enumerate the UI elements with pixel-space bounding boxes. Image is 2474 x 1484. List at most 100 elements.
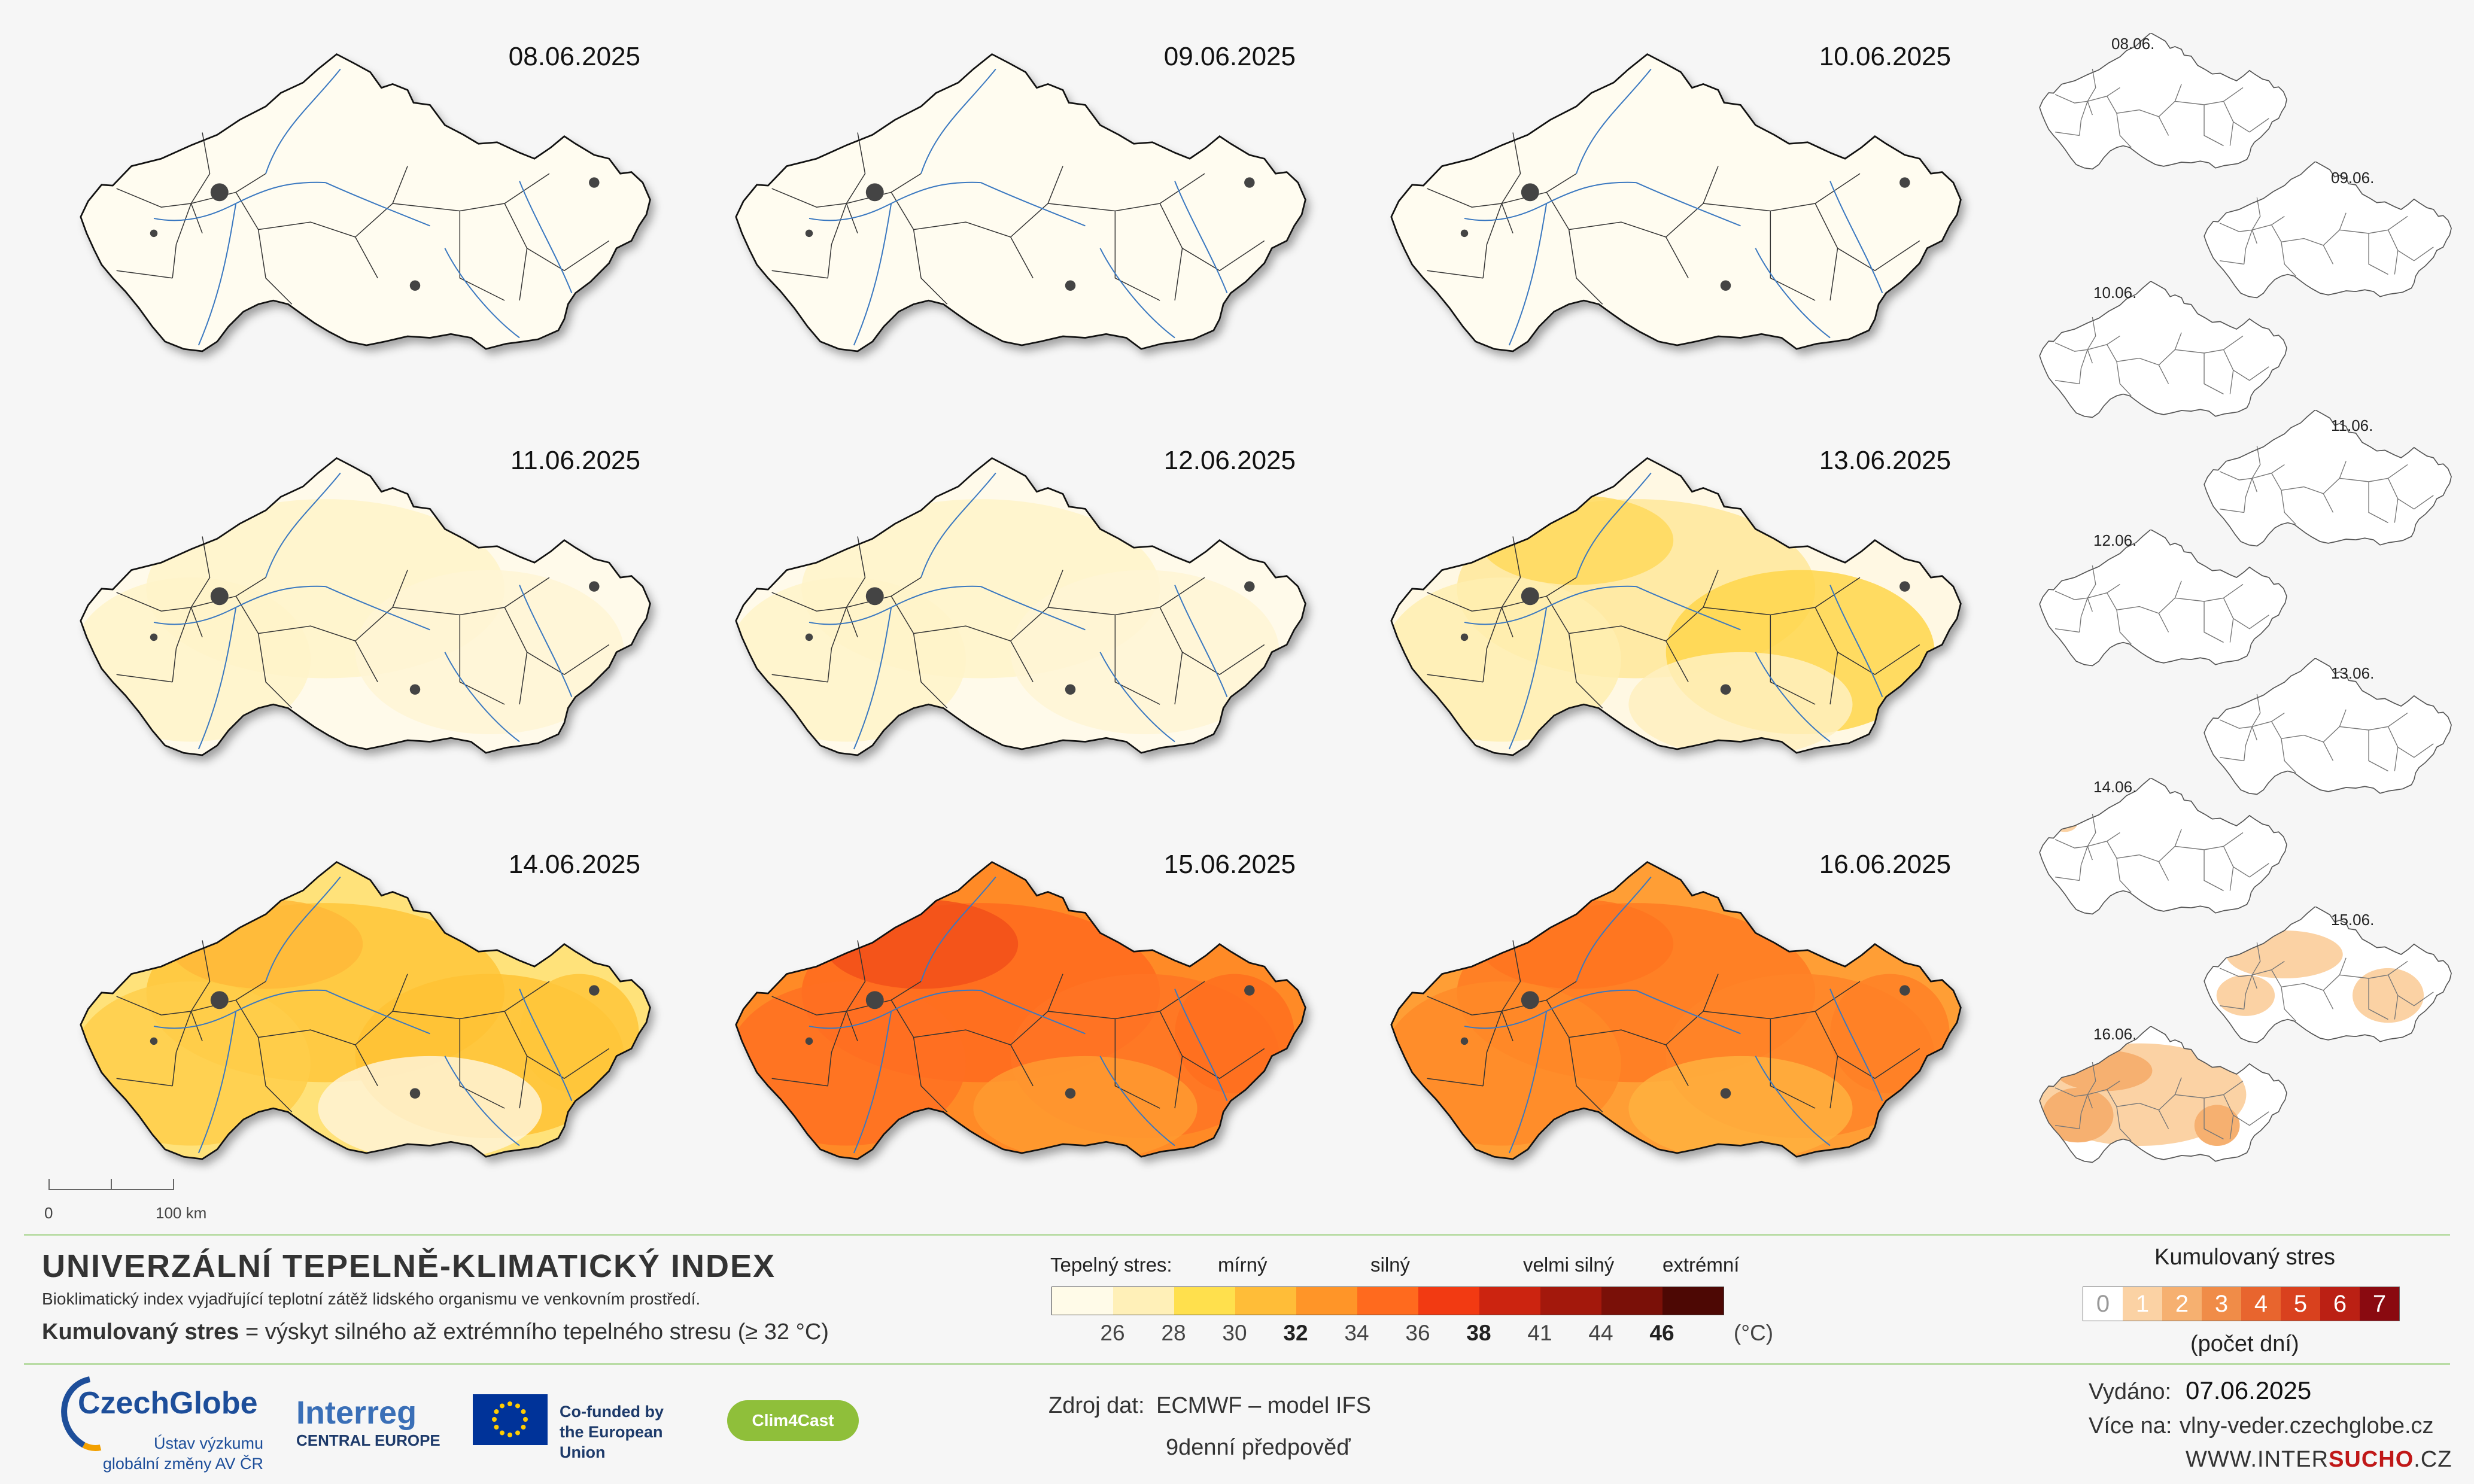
map-date: 08.06.2025 [508, 42, 640, 71]
mini-map-date: 15.06. [2331, 911, 2375, 929]
legend-tick: 34 [1344, 1321, 1369, 1345]
mini-map-5 [2023, 528, 2298, 673]
cumulative-swatch: 1 [2123, 1287, 2162, 1321]
map-date: 15.06.2025 [1163, 850, 1296, 879]
forecast-map-8: 15.06.2025 [682, 826, 1332, 1197]
page-subtitle: Bioklimatický index vyjadřující teplotní… [42, 1290, 701, 1308]
map-date: 14.06.2025 [508, 850, 640, 879]
clim4cast-logo: Clim4Cast [727, 1400, 859, 1441]
map-date: 13.06.2025 [1819, 446, 1951, 475]
legend-swatch [1601, 1287, 1662, 1315]
scale-bar: 0 100 km [42, 1142, 233, 1224]
mini-map-date: 08.06. [2111, 35, 2155, 53]
legend-tick: 26 [1100, 1321, 1125, 1345]
divider-top [24, 1234, 2450, 1236]
map-date: 16.06.2025 [1819, 850, 1951, 879]
interreg-logo: Interreg CENTRAL EUROPE [296, 1395, 440, 1449]
legend-swatch [1052, 1287, 1113, 1315]
scale-km: 100 km [156, 1204, 207, 1222]
mini-map-date: 09.06. [2331, 169, 2375, 187]
legend-swatch [1113, 1287, 1174, 1315]
czech-map-svg [735, 457, 1306, 756]
czechglobe-logo: CzechGlobe Ústav výzkumu globální změny A… [48, 1373, 263, 1478]
cumulative-swatch: 3 [2202, 1287, 2241, 1321]
legend-swatch [1540, 1287, 1601, 1315]
cumulative-legend-unit: (počet dní) [2190, 1331, 2299, 1357]
forecast-map-6: 13.06.2025 [1338, 422, 1987, 793]
legend-cat-very-strong: velmi silný [1523, 1254, 1615, 1276]
cumulative-description: Kumulovaný stres = výskyt silného až ext… [42, 1319, 829, 1345]
forecast-map-7: 14.06.2025 [27, 826, 676, 1197]
czech-map-svg [735, 860, 1306, 1160]
divider-bottom [24, 1363, 2450, 1365]
czech-map-svg [1390, 457, 1962, 756]
issued-label: Vydáno: [2089, 1379, 2172, 1404]
cumulative-swatch: 0 [2083, 1287, 2123, 1321]
mini-map-3 [2023, 280, 2298, 425]
legend-cat-mild: mírný [1218, 1254, 1268, 1276]
source-label: Zdroj dat: [1048, 1393, 1145, 1418]
mini-map-date: 13.06. [2331, 664, 2375, 682]
forecast-map-5: 12.06.2025 [682, 422, 1332, 793]
mini-map-8 [2187, 905, 2463, 1050]
legend-tick: 36 [1405, 1321, 1430, 1345]
czech-map-svg [1390, 860, 1962, 1160]
mini-map-date: 10.06. [2093, 284, 2137, 302]
page-title: UNIVERZÁLNÍ TEPELNĚ-KLIMATICKÝ INDEX [42, 1248, 776, 1284]
legend-swatch [1235, 1287, 1296, 1315]
mini-map-6 [2187, 657, 2463, 802]
map-date: 09.06.2025 [1163, 42, 1296, 71]
intersucho-link[interactable]: WWW.INTERSUCHO.CZ [2186, 1447, 2452, 1472]
cumulative-swatch: 4 [2241, 1287, 2281, 1321]
forecast-map-1: 08.06.2025 [27, 18, 676, 389]
cumulative-swatch: 7 [2360, 1287, 2399, 1321]
source-value: ECMWF – model IFS [1156, 1393, 1371, 1418]
legend-color-bar [1051, 1287, 1724, 1315]
scale-zero: 0 [44, 1204, 53, 1222]
legend-tick: 44 [1588, 1321, 1613, 1345]
czech-map-svg [1390, 53, 1962, 352]
czech-map-svg [80, 457, 651, 756]
cumulative-swatch: 6 [2320, 1287, 2360, 1321]
legend-cat-extreme: extrémní [1662, 1254, 1740, 1276]
legend-swatch [1357, 1287, 1418, 1315]
forecast-map-2: 09.06.2025 [682, 18, 1332, 389]
forecast-map-3: 10.06.2025 [1338, 18, 1987, 389]
eu-flag-icon [473, 1394, 548, 1445]
legend-tick: 46 [1649, 1321, 1674, 1345]
legend-tick: 38 [1466, 1321, 1491, 1345]
legend-cat-strong: silný [1370, 1254, 1411, 1276]
legend-tick: 28 [1161, 1321, 1186, 1345]
legend-swatch [1662, 1287, 1724, 1315]
mini-map-9 [2023, 1025, 2298, 1170]
map-date: 11.06.2025 [510, 446, 640, 475]
legend-label: Tepelný stres: [1050, 1254, 1172, 1276]
cumulative-legend-title: Kumulovaný stres [2154, 1245, 2336, 1270]
map-date: 10.06.2025 [1819, 42, 1951, 71]
mini-map-1 [2023, 32, 2298, 177]
czech-map-svg [80, 53, 651, 352]
more-label: Více na: [2089, 1413, 2172, 1439]
legend-swatch [1296, 1287, 1357, 1315]
legend-swatch [1174, 1287, 1235, 1315]
legend-tick: 41 [1527, 1321, 1552, 1345]
mini-map-date: 11.06. [2331, 416, 2373, 434]
forecast-map-9: 16.06.2025 [1338, 826, 1987, 1197]
website-link[interactable]: vlny-veder.czechglobe.cz [2180, 1413, 2434, 1439]
mini-map-7 [2023, 777, 2298, 922]
mini-map-2 [2187, 160, 2463, 305]
mini-map-date: 14.06. [2093, 778, 2137, 796]
eu-cofunded-logo: Co-funded by the European Union [473, 1394, 700, 1461]
czech-map-svg [735, 53, 1306, 352]
legend-unit: (°C) [1733, 1321, 1774, 1345]
globe-swoosh-icon [61, 1376, 102, 1451]
forecast-map-4: 11.06.2025 [27, 422, 676, 793]
mini-map-4 [2187, 409, 2463, 554]
cumulative-swatch: 5 [2281, 1287, 2320, 1321]
legend-tick: 30 [1222, 1321, 1247, 1345]
cumulative-swatch: 2 [2162, 1287, 2202, 1321]
mini-map-date: 16.06. [2093, 1025, 2137, 1043]
czech-map-svg [80, 860, 651, 1160]
issued-date: 07.06.2025 [2186, 1376, 2312, 1404]
